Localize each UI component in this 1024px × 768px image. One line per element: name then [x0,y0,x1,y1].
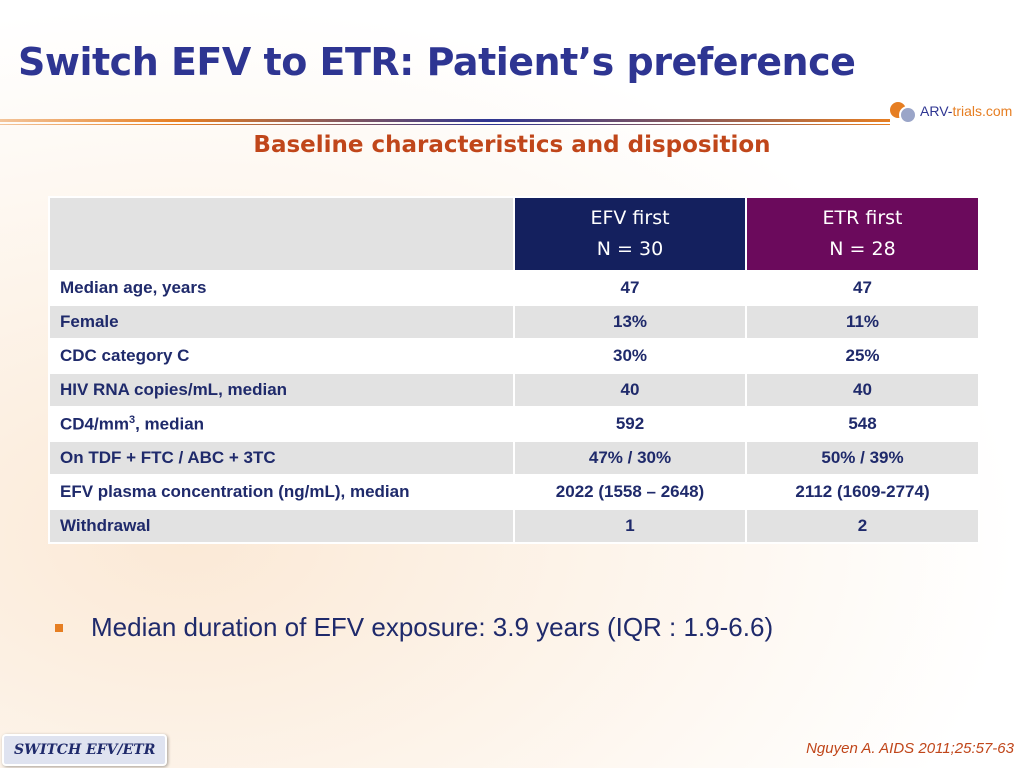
logo-suffix: .com [982,103,1013,119]
efv-value: 592 [513,406,747,442]
row-label: HIV RNA copies/mL, median [48,372,515,408]
header-empty-cell [48,196,515,272]
table-row: HIV RNA copies/mL, median 40 40 [48,372,980,408]
etr-value: 2112 (1609-2774) [745,474,980,510]
title-divider [0,119,890,122]
baseline-table: EFV first N = 30 ETR first N = 28 Median… [48,196,980,544]
etr-value: 50% / 39% [745,440,980,476]
table-row: EFV plasma concentration (ng/mL), median… [48,474,980,510]
etr-value: 2 [745,508,980,544]
logo-brand: ARV- [920,103,953,119]
table-row: Female 13% 11% [48,304,980,340]
table-row: CDC category C 30% 25% [48,338,980,374]
etr-value: 25% [745,338,980,374]
table-row: On TDF + FTC / ABC + 3TC 47% / 30% 50% /… [48,440,980,476]
etr-value: 11% [745,304,980,340]
logo-icon [890,100,917,124]
row-label: Median age, years [48,270,515,306]
bullet-square-icon [55,623,63,632]
row-label-pre: CD4/mm [60,414,129,434]
arv-trials-logo: ARV-trials.com [890,100,1013,124]
bullet-item: Median duration of EFV exposure: 3.9 yea… [55,612,773,643]
bullet-text: Median duration of EFV exposure: 3.9 yea… [91,612,774,642]
footer-tag: SWITCH EFV/ETR [2,734,168,766]
efv-value: 30% [513,338,747,374]
title-divider-thin [0,124,890,125]
row-label: EFV plasma concentration (ng/mL), median [48,474,515,510]
row-label: CD4/mm3, median [48,406,515,442]
efv-value: 1 [513,508,747,544]
header-etr-n: N = 28 [829,238,896,260]
header-efv-n: N = 30 [596,238,664,260]
efv-value: 47% / 30% [513,440,747,476]
logo-brand-accent: trials [952,103,982,119]
header-efv-first: EFV first N = 30 [513,196,747,272]
header-efv-label: EFV first [590,207,670,229]
row-label: Withdrawal [48,508,515,544]
table-header-row: EFV first N = 30 ETR first N = 28 [48,196,980,272]
etr-value: 47 [745,270,980,306]
efv-value: 40 [513,372,747,408]
efv-value: 13% [513,304,747,340]
etr-value: 548 [745,406,980,442]
row-label: CDC category C [48,338,515,374]
citation: Nguyen A. AIDS 2011;25:57-63 [806,740,1014,757]
header-etr-first: ETR first N = 28 [745,196,980,272]
slide-title: Switch EFV to ETR: Patient’s preference [18,40,856,84]
efv-value: 2022 (1558 – 2648) [513,474,747,510]
header-etr-label: ETR first [822,207,903,229]
row-label-sup: 3 [128,413,136,426]
efv-value: 47 [513,270,747,306]
row-label-post: , median [135,414,205,434]
row-label: Female [48,304,515,340]
row-label: On TDF + FTC / ABC + 3TC [48,440,515,476]
etr-value: 40 [745,372,980,408]
section-subtitle: Baseline characteristics and disposition [253,132,771,158]
table-row: Median age, years 47 47 [48,270,980,306]
table-row: Withdrawal 1 2 [48,508,980,544]
table-row: CD4/mm3, median 592 548 [48,406,980,442]
